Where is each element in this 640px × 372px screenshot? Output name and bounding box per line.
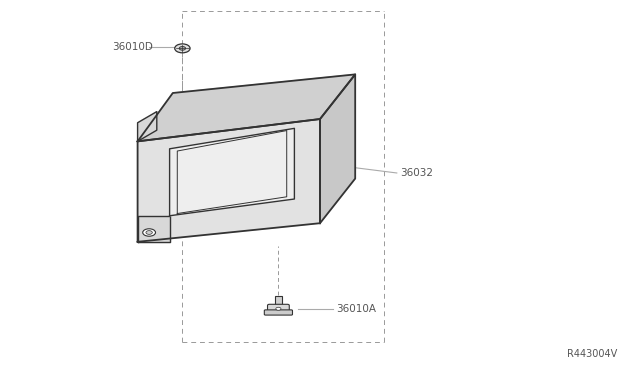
FancyBboxPatch shape	[264, 310, 292, 315]
Circle shape	[143, 229, 156, 236]
Text: 36010D: 36010D	[112, 42, 153, 51]
Polygon shape	[138, 74, 355, 141]
Circle shape	[179, 46, 186, 50]
Polygon shape	[170, 128, 294, 216]
Bar	[275, 296, 282, 305]
Text: 36010A: 36010A	[336, 304, 376, 314]
Circle shape	[146, 231, 152, 234]
Circle shape	[276, 307, 281, 310]
Polygon shape	[138, 216, 170, 242]
Text: R443004V: R443004V	[567, 349, 618, 359]
Polygon shape	[320, 74, 355, 223]
Polygon shape	[138, 119, 320, 242]
FancyBboxPatch shape	[268, 304, 289, 313]
Polygon shape	[138, 112, 157, 141]
Circle shape	[175, 44, 190, 53]
Text: 36032: 36032	[400, 168, 433, 178]
